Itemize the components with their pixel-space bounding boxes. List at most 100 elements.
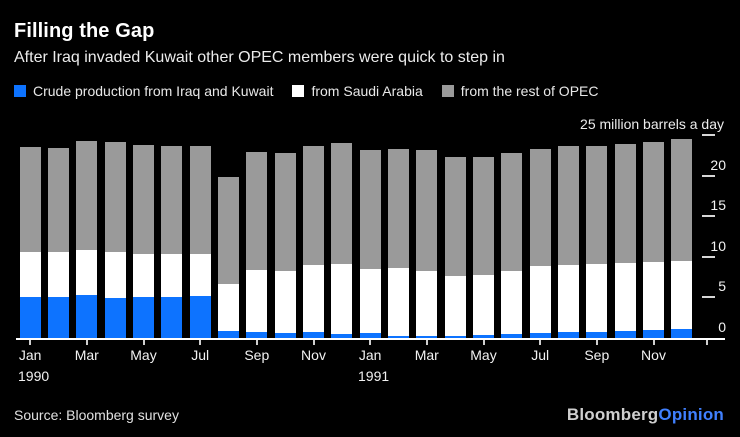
bar-segment-iraq-kuwait (274, 333, 296, 338)
logo-bloomberg: Bloomberg (566, 405, 659, 424)
legend: Crude production from Iraq and Kuwait fr… (14, 83, 726, 99)
bar-segment-iraq-kuwait (161, 297, 183, 338)
x-label-jul: Jul (191, 347, 210, 363)
bar-slot (441, 135, 469, 338)
bar-slot (214, 135, 242, 338)
x-tick-jan-1991 (369, 340, 372, 345)
x-tick-jul (199, 340, 202, 345)
bar-slot (44, 135, 72, 338)
bar-segment-rest-of-opec (557, 146, 579, 265)
bar-slot (356, 135, 384, 338)
bar-slot (186, 135, 214, 338)
x-label-mar: Mar (414, 347, 439, 363)
bar-segment-saudi-arabia (132, 253, 154, 298)
x-tick-sep (255, 340, 258, 345)
y-tick-10 (702, 255, 715, 258)
bar-segment-saudi-arabia (642, 261, 664, 330)
bar-segment-iraq-kuwait (217, 330, 239, 338)
chart-title: Filling the Gap (14, 20, 155, 42)
y-tick-25 (702, 134, 715, 136)
bar-segment-saudi-arabia (557, 264, 579, 333)
legend-item-rest-of-opec: from the rest of OPEC (441, 83, 599, 99)
x-label-sep: Sep (584, 347, 610, 363)
bar-segment-iraq-kuwait (359, 333, 381, 338)
bar-segment-rest-of-opec (642, 142, 664, 262)
chart-header: Filling the Gap After Iraq invaded Kuwai… (14, 20, 726, 99)
bar-segment-iraq-kuwait (331, 333, 353, 338)
bar-segment-rest-of-opec (359, 150, 381, 269)
bar-segment-saudi-arabia (76, 250, 98, 295)
bar-segment-saudi-arabia (302, 264, 324, 333)
y-tick-5 (702, 296, 715, 299)
bar-slot (328, 135, 356, 338)
chart-footer: Source: Bloomberg survey BloombergOpinio… (14, 405, 724, 425)
bar-slot (158, 135, 186, 338)
bar-segment-iraq-kuwait (104, 298, 126, 338)
bar-segment-rest-of-opec (76, 140, 98, 251)
x-label-jul: Jul (531, 347, 550, 363)
bloomberg-opinion-logo: BloombergOpinion (567, 405, 724, 425)
bar-segment-rest-of-opec (47, 148, 69, 252)
bar-feb-1990 (47, 148, 69, 338)
bar-segment-iraq-kuwait (47, 297, 69, 338)
x-label-jan-1990: Jan (18, 347, 42, 363)
bar-segment-rest-of-opec (161, 146, 183, 255)
bar-segment-rest-of-opec (387, 148, 409, 269)
bar-segment-rest-of-opec (104, 141, 126, 252)
bar-aug-1990 (217, 177, 239, 338)
x-label-nov: Nov (641, 347, 666, 363)
bar-segment-saudi-arabia (19, 251, 41, 298)
bar-segment-rest-of-opec (19, 147, 41, 252)
bar-slot (583, 135, 611, 338)
bar-slot (129, 135, 157, 338)
bar-slot (73, 135, 101, 338)
bar-segment-rest-of-opec (529, 148, 551, 266)
bar-segment-iraq-kuwait (387, 335, 409, 338)
bar-segment-iraq-kuwait (529, 333, 551, 338)
x-year-label-1991: 1991 (358, 368, 390, 384)
bar-segment-rest-of-opec (586, 146, 608, 265)
bar-jun-1991 (501, 152, 523, 338)
legend-item-iraq-kuwait: Crude production from Iraq and Kuwait (14, 83, 273, 99)
bar-segment-saudi-arabia (529, 265, 551, 334)
bar-segment-iraq-kuwait (586, 331, 608, 338)
bar-slot (554, 135, 582, 338)
x-tick-nov (652, 340, 655, 345)
bar-segment-rest-of-opec (217, 177, 239, 285)
bar-may-1990 (132, 144, 154, 338)
bar-segment-rest-of-opec (189, 145, 211, 254)
bar-segment-iraq-kuwait (671, 329, 693, 338)
bar-slot (271, 135, 299, 338)
bar-series-container (16, 135, 696, 338)
x-tick-jul (539, 340, 542, 345)
bar-dec-1991 (671, 139, 693, 338)
bar-segment-rest-of-opec (274, 152, 296, 271)
bar-segment-saudi-arabia (501, 270, 523, 334)
bar-slot (526, 135, 554, 338)
x-tick-axis-end (706, 340, 708, 345)
bar-segment-saudi-arabia (274, 270, 296, 334)
y-tick-label-0: 0 (718, 319, 726, 335)
legend-item-saudi-arabia: from Saudi Arabia (292, 83, 423, 99)
chart-subtitle: After Iraq invaded Kuwait other OPEC mem… (14, 49, 505, 66)
legend-label-saudi-arabia: from Saudi Arabia (311, 83, 423, 99)
bar-apr-1991 (444, 156, 466, 338)
bar-sep-1990 (246, 152, 268, 338)
bar-nov-1991 (642, 142, 664, 338)
y-tick-label-15: 15 (710, 197, 726, 214)
x-label-sep: Sep (244, 347, 270, 363)
x-label-may: May (470, 347, 497, 363)
y-tick-label-5: 5 (718, 278, 726, 295)
x-tick-nov (312, 340, 315, 345)
bar-jan-1990 (19, 147, 41, 338)
bar-slot (101, 135, 129, 338)
bar-slot (413, 135, 441, 338)
bar-segment-iraq-kuwait (614, 330, 636, 338)
bar-segment-iraq-kuwait (501, 333, 523, 338)
legend-label-iraq-kuwait: Crude production from Iraq and Kuwait (33, 83, 274, 99)
bar-segment-iraq-kuwait (189, 295, 211, 338)
bar-jun-1990 (161, 146, 183, 338)
bar-jul-1990 (189, 145, 211, 338)
legend-label-rest-of-opec: from the rest of OPEC (460, 83, 599, 99)
